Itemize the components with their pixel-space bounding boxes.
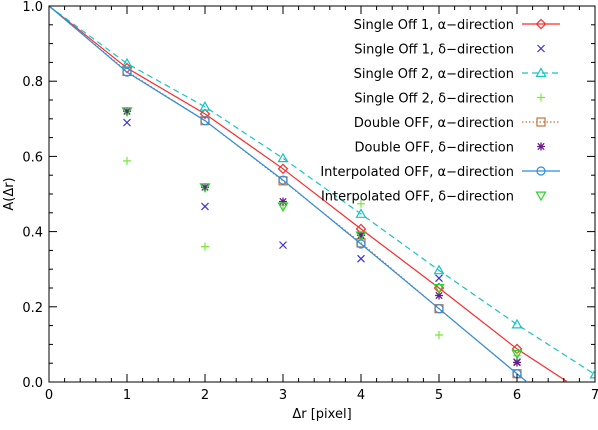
- series-2-point: [436, 275, 443, 282]
- legend-marker: [537, 143, 545, 151]
- legend-marker: [538, 45, 545, 52]
- series-3-point: [591, 370, 598, 378]
- series-2-point: [280, 242, 287, 249]
- legend-marker: [537, 94, 545, 102]
- series-2: [124, 119, 521, 366]
- x-tick-label: 7: [591, 388, 598, 403]
- x-tick-label: 2: [201, 388, 209, 403]
- legend-label: Single Off 1, α−direction: [354, 18, 514, 33]
- x-tick-label: 5: [435, 388, 443, 403]
- x-tick-label: 0: [45, 388, 53, 403]
- series-4-point: [123, 157, 131, 165]
- series-2-point: [124, 119, 131, 126]
- series-2-point: [358, 255, 365, 262]
- series-6-point: [279, 198, 287, 206]
- legend-label: Interpolated OFF, α−direction: [320, 165, 514, 180]
- legend-label: Interpolated OFF, δ−direction: [321, 190, 514, 205]
- legend-label: Single Off 2, α−direction: [354, 67, 514, 82]
- legend-label: Single Off 2, δ−direction: [354, 92, 514, 107]
- legend-label: Double OFF, α−direction: [354, 116, 514, 131]
- series-4-point: [201, 243, 209, 251]
- series-2-point: [202, 203, 209, 210]
- x-tick-label: 3: [279, 388, 287, 403]
- y-tick-label: 0.8: [22, 75, 43, 90]
- y-axis-title: A(Δr): [2, 177, 17, 210]
- legend-label: Double OFF, δ−direction: [355, 141, 514, 156]
- x-tick-label: 1: [123, 388, 131, 403]
- series-4-point: [435, 331, 443, 339]
- y-tick-label: 0.0: [22, 376, 43, 391]
- series-3-point: [279, 154, 288, 162]
- series-6-point: [513, 358, 521, 366]
- x-tick-label: 6: [513, 388, 521, 403]
- y-tick-label: 1.0: [22, 0, 43, 15]
- legend-marker: [537, 192, 546, 200]
- x-axis-title: Δr [pixel]: [292, 407, 351, 422]
- y-tick-label: 0.2: [22, 301, 43, 316]
- y-tick-label: 0.6: [22, 150, 43, 165]
- series-4: [123, 157, 521, 360]
- series-3-point: [513, 320, 522, 328]
- y-tick-label: 0.4: [22, 226, 43, 241]
- x-tick-label: 4: [357, 388, 365, 403]
- legend-label: Single Off 1, δ−direction: [354, 43, 514, 58]
